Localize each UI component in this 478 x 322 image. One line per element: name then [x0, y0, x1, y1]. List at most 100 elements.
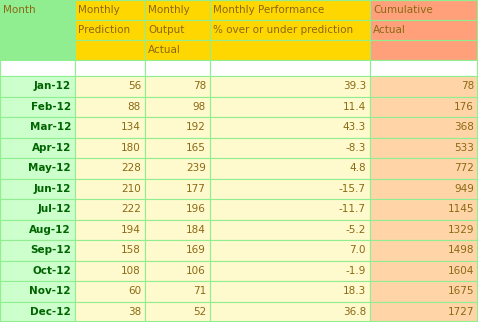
- Text: 772: 772: [454, 163, 474, 173]
- Text: 1675: 1675: [447, 286, 474, 296]
- Bar: [210, 178, 370, 199]
- Bar: [210, 301, 370, 322]
- Bar: [75, 220, 145, 240]
- Text: Aug-12: Aug-12: [29, 225, 71, 235]
- Text: -11.7: -11.7: [339, 204, 366, 214]
- Bar: [0, 178, 75, 199]
- Bar: [370, 76, 478, 97]
- Bar: [75, 301, 145, 322]
- Text: % over or under prediction: % over or under prediction: [213, 25, 353, 35]
- Text: May-12: May-12: [28, 163, 71, 173]
- Bar: [0, 20, 75, 40]
- Bar: [145, 301, 210, 322]
- Bar: [145, 240, 210, 260]
- Bar: [75, 137, 145, 158]
- Text: 39.3: 39.3: [343, 81, 366, 91]
- Text: 533: 533: [454, 143, 474, 153]
- Text: 108: 108: [121, 266, 141, 276]
- Text: 78: 78: [461, 81, 474, 91]
- Text: 228: 228: [121, 163, 141, 173]
- Text: 98: 98: [193, 102, 206, 112]
- Text: 194: 194: [121, 225, 141, 235]
- Bar: [75, 0, 145, 20]
- Text: 78: 78: [193, 81, 206, 91]
- Bar: [210, 220, 370, 240]
- Bar: [75, 281, 145, 301]
- Bar: [210, 60, 370, 76]
- Text: 11.4: 11.4: [343, 102, 366, 112]
- Text: 949: 949: [454, 184, 474, 194]
- Text: Feb-12: Feb-12: [31, 102, 71, 112]
- Bar: [370, 178, 478, 199]
- Bar: [370, 301, 478, 322]
- Text: Output: Output: [148, 25, 185, 35]
- Bar: [145, 76, 210, 97]
- Text: 180: 180: [121, 143, 141, 153]
- Bar: [0, 220, 75, 240]
- Text: Oct-12: Oct-12: [32, 266, 71, 276]
- Text: 88: 88: [128, 102, 141, 112]
- Text: Prediction: Prediction: [78, 25, 130, 35]
- Text: Jul-12: Jul-12: [37, 204, 71, 214]
- Bar: [75, 117, 145, 137]
- Bar: [75, 158, 145, 178]
- Bar: [210, 20, 370, 40]
- Text: 222: 222: [121, 204, 141, 214]
- Text: 169: 169: [186, 245, 206, 255]
- Text: 1727: 1727: [447, 307, 474, 317]
- Text: 368: 368: [454, 122, 474, 132]
- Text: Apr-12: Apr-12: [32, 143, 71, 153]
- Bar: [75, 76, 145, 97]
- Bar: [370, 281, 478, 301]
- Text: -8.3: -8.3: [346, 143, 366, 153]
- Bar: [145, 158, 210, 178]
- Text: Monthly: Monthly: [78, 5, 120, 15]
- Text: 18.3: 18.3: [343, 286, 366, 296]
- Bar: [75, 20, 145, 40]
- Bar: [0, 158, 75, 178]
- Bar: [370, 117, 478, 137]
- Bar: [145, 199, 210, 220]
- Bar: [210, 97, 370, 117]
- Bar: [0, 260, 75, 281]
- Text: 52: 52: [193, 307, 206, 317]
- Text: -1.9: -1.9: [346, 266, 366, 276]
- Bar: [370, 40, 478, 60]
- Text: 1145: 1145: [447, 204, 474, 214]
- Text: Jan-12: Jan-12: [34, 81, 71, 91]
- Bar: [145, 117, 210, 137]
- Text: 165: 165: [186, 143, 206, 153]
- Bar: [75, 199, 145, 220]
- Text: 184: 184: [186, 225, 206, 235]
- Text: 56: 56: [128, 81, 141, 91]
- Text: Actual: Actual: [373, 25, 406, 35]
- Text: 71: 71: [193, 286, 206, 296]
- Text: Dec-12: Dec-12: [30, 307, 71, 317]
- Bar: [0, 117, 75, 137]
- Text: Monthly: Monthly: [148, 5, 190, 15]
- Text: 134: 134: [121, 122, 141, 132]
- Bar: [0, 40, 75, 60]
- Bar: [0, 97, 75, 117]
- Bar: [0, 0, 75, 20]
- Bar: [0, 199, 75, 220]
- Bar: [370, 260, 478, 281]
- Bar: [210, 158, 370, 178]
- Bar: [0, 301, 75, 322]
- Text: Cumulative: Cumulative: [373, 5, 433, 15]
- Text: 177: 177: [186, 184, 206, 194]
- Bar: [210, 0, 370, 20]
- Bar: [75, 240, 145, 260]
- Bar: [370, 158, 478, 178]
- Text: -5.2: -5.2: [346, 225, 366, 235]
- Text: 210: 210: [121, 184, 141, 194]
- Text: Jun-12: Jun-12: [33, 184, 71, 194]
- Bar: [210, 76, 370, 97]
- Text: 192: 192: [186, 122, 206, 132]
- Bar: [370, 137, 478, 158]
- Bar: [145, 40, 210, 60]
- Bar: [145, 20, 210, 40]
- Text: 43.3: 43.3: [343, 122, 366, 132]
- Text: Monthly Performance: Monthly Performance: [213, 5, 324, 15]
- Bar: [210, 117, 370, 137]
